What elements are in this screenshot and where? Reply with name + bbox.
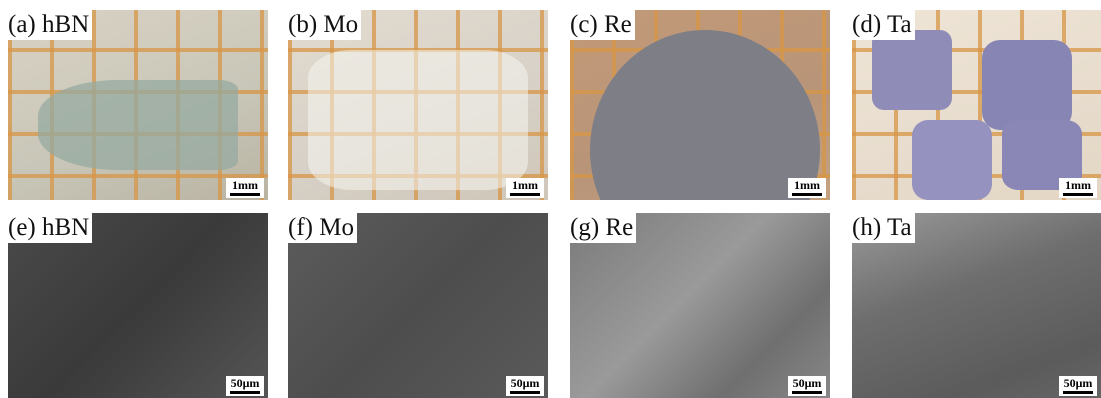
image-panel: (h) Ta 50μm (852, 213, 1101, 398)
scale-line (1063, 193, 1093, 196)
panel-label: (b) Mo (288, 10, 361, 40)
scale-line (230, 193, 260, 196)
scale-line (510, 193, 540, 196)
panel-label: (a) hBN (8, 10, 92, 40)
image-panel: (e) hBN 50μm (8, 213, 268, 398)
scale-line (792, 391, 822, 394)
specimen (38, 80, 238, 170)
specimen (912, 120, 992, 200)
figure: (a) hBN 1mm (b) Mo 1mm (c) Re 1mm (d) Ta 1mm (e)… (0, 0, 1101, 398)
image-panel: (f) Mo 50μm (288, 213, 548, 398)
scale-bar: 50μm (226, 376, 264, 396)
scale-bar: 50μm (1059, 376, 1097, 396)
scale-bar: 1mm (506, 178, 544, 198)
scale-line (230, 391, 260, 394)
scale-bar: 1mm (226, 178, 264, 198)
scale-text: 50μm (230, 377, 260, 390)
scale-bar: 50μm (788, 376, 826, 396)
specimen (982, 40, 1072, 130)
image-panel: (a) hBN 1mm (8, 10, 268, 200)
scale-bar: 50μm (506, 376, 544, 396)
panel-label: (c) Re (570, 10, 635, 40)
scale-text: 1mm (230, 179, 260, 192)
scale-text: 1mm (792, 179, 822, 192)
scale-text: 1mm (1063, 179, 1093, 192)
panel-label: (h) Ta (852, 213, 915, 243)
image-panel: (b) Mo 1mm (288, 10, 548, 200)
image-panel: (d) Ta 1mm (852, 10, 1101, 200)
scale-text: 1mm (510, 179, 540, 192)
scale-text: 50μm (792, 377, 822, 390)
scale-line (1063, 391, 1093, 394)
scale-text: 50μm (1063, 377, 1093, 390)
specimen (308, 50, 528, 190)
scale-line (510, 391, 540, 394)
panel-label: (d) Ta (852, 10, 915, 40)
specimen (872, 30, 952, 110)
scale-bar: 1mm (788, 178, 826, 198)
panel-label: (e) hBN (8, 213, 92, 243)
image-panel: (c) Re 1mm (570, 10, 830, 200)
panel-label: (g) Re (570, 213, 636, 243)
image-panel: (g) Re 50μm (570, 213, 830, 398)
panel-label: (f) Mo (288, 213, 357, 243)
scale-text: 50μm (510, 377, 540, 390)
scale-bar: 1mm (1059, 178, 1097, 198)
scale-line (792, 193, 822, 196)
